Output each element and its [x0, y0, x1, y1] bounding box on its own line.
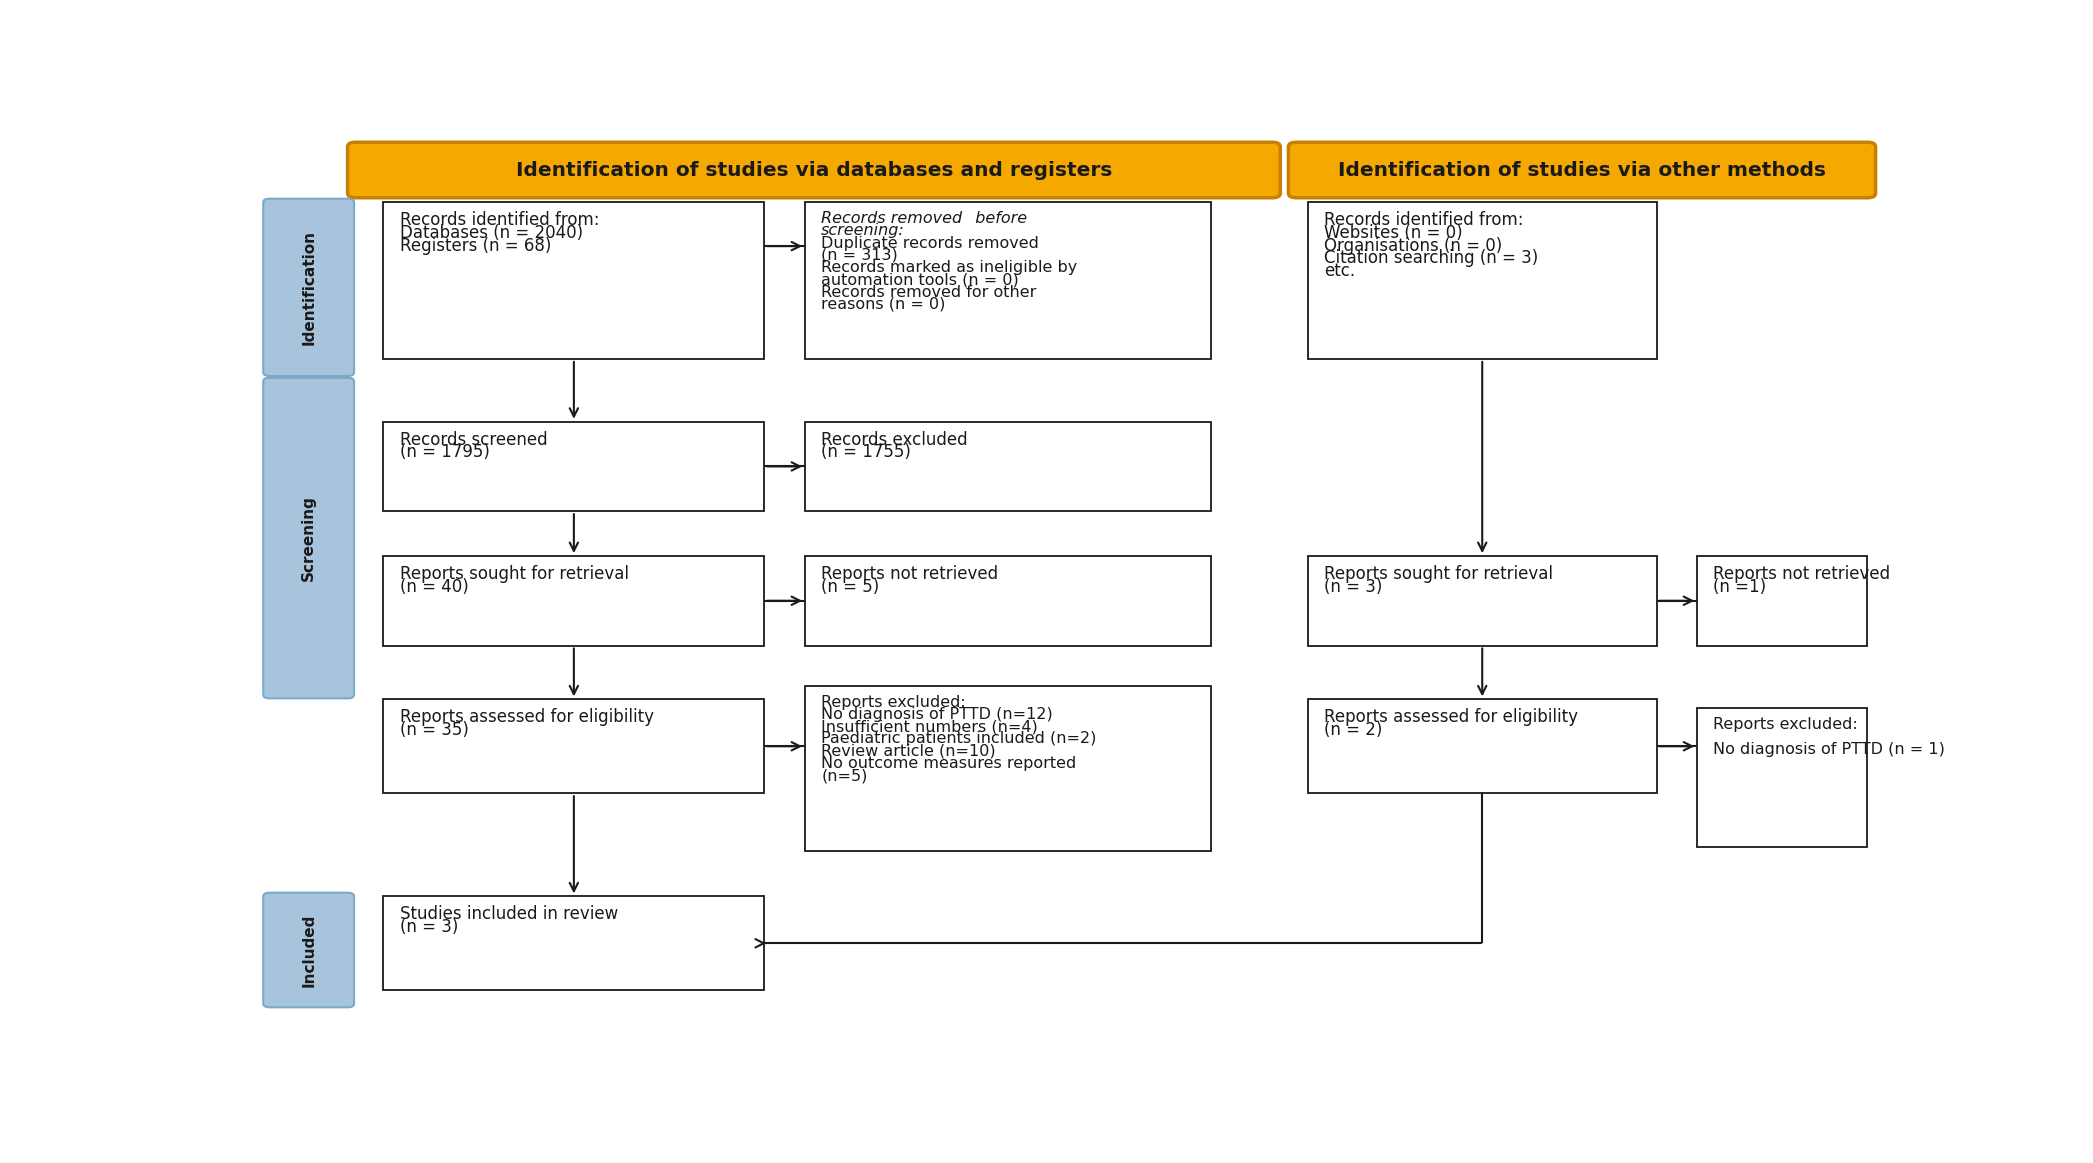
- Text: Databases (n = 2040): Databases (n = 2040): [400, 224, 582, 242]
- Text: Identification of studies via other methods: Identification of studies via other meth…: [1337, 160, 1825, 179]
- Text: Reports excluded:: Reports excluded:: [1714, 718, 1859, 733]
- Text: Screening: Screening: [301, 495, 316, 582]
- FancyBboxPatch shape: [383, 202, 764, 359]
- Text: (n = 5): (n = 5): [820, 578, 879, 595]
- Text: Records removed for other: Records removed for other: [820, 285, 1036, 300]
- Text: (n = 35): (n = 35): [400, 721, 469, 739]
- FancyBboxPatch shape: [383, 699, 764, 793]
- Text: Identification: Identification: [301, 230, 316, 344]
- FancyBboxPatch shape: [1289, 142, 1875, 198]
- Text: Records excluded: Records excluded: [820, 430, 967, 449]
- Text: (n = 2): (n = 2): [1325, 721, 1383, 739]
- Text: etc.: etc.: [1325, 262, 1354, 280]
- Text: (n = 40): (n = 40): [400, 578, 469, 595]
- Text: (n = 1755): (n = 1755): [820, 443, 910, 462]
- FancyBboxPatch shape: [1308, 202, 1658, 359]
- Text: Records removed  before: Records removed before: [820, 212, 1028, 226]
- Text: (n=5): (n=5): [820, 768, 869, 783]
- FancyBboxPatch shape: [383, 897, 764, 991]
- FancyBboxPatch shape: [383, 422, 764, 512]
- Text: Identification of studies via databases and registers: Identification of studies via databases …: [515, 160, 1111, 179]
- FancyBboxPatch shape: [806, 686, 1210, 851]
- Text: (n =1): (n =1): [1714, 578, 1766, 595]
- FancyBboxPatch shape: [806, 422, 1210, 512]
- FancyBboxPatch shape: [383, 556, 764, 645]
- Text: Citation searching (n = 3): Citation searching (n = 3): [1325, 249, 1538, 267]
- Text: Registers (n = 68): Registers (n = 68): [400, 237, 550, 255]
- FancyBboxPatch shape: [1697, 556, 1867, 645]
- FancyBboxPatch shape: [806, 556, 1210, 645]
- Text: Studies included in review: Studies included in review: [400, 905, 617, 923]
- Text: Records marked as ineligible by: Records marked as ineligible by: [820, 261, 1078, 276]
- Text: reasons (n = 0): reasons (n = 0): [820, 297, 946, 312]
- FancyBboxPatch shape: [806, 202, 1210, 359]
- Text: (n = 313): (n = 313): [820, 248, 898, 263]
- Text: (n = 3): (n = 3): [400, 918, 458, 936]
- Text: Insufficient numbers (n=4): Insufficient numbers (n=4): [820, 719, 1038, 734]
- Text: Paediatric patients included (n=2): Paediatric patients included (n=2): [820, 732, 1097, 747]
- Text: Reports sought for retrieval: Reports sought for retrieval: [400, 565, 628, 583]
- Text: Records identified from:: Records identified from:: [400, 212, 599, 229]
- Text: Reports not retrieved: Reports not retrieved: [820, 565, 998, 583]
- Text: screening:: screening:: [820, 223, 904, 238]
- Text: Organisations (n = 0): Organisations (n = 0): [1325, 237, 1503, 255]
- FancyBboxPatch shape: [264, 893, 354, 1007]
- Text: Records identified from:: Records identified from:: [1325, 212, 1524, 229]
- Text: Duplicate records removed: Duplicate records removed: [820, 236, 1038, 251]
- Text: Review article (n=10): Review article (n=10): [820, 743, 996, 758]
- Text: Reports excluded:: Reports excluded:: [820, 694, 967, 709]
- FancyBboxPatch shape: [1308, 699, 1658, 793]
- Text: (n = 3): (n = 3): [1325, 578, 1383, 595]
- Text: No diagnosis of PTTD (n=12): No diagnosis of PTTD (n=12): [820, 707, 1053, 722]
- Text: Websites (n = 0): Websites (n = 0): [1325, 224, 1463, 242]
- Text: No outcome measures reported: No outcome measures reported: [820, 756, 1076, 771]
- Text: Reports sought for retrieval: Reports sought for retrieval: [1325, 565, 1553, 583]
- Text: (n = 1795): (n = 1795): [400, 443, 490, 462]
- Text: Reports not retrieved: Reports not retrieved: [1714, 565, 1890, 583]
- FancyBboxPatch shape: [264, 199, 354, 376]
- Text: No diagnosis of PTTD (n = 1): No diagnosis of PTTD (n = 1): [1714, 742, 1944, 757]
- Text: Included: Included: [301, 913, 316, 986]
- Text: Records screened: Records screened: [400, 430, 546, 449]
- Text: automation tools (n = 0): automation tools (n = 0): [820, 272, 1019, 287]
- FancyBboxPatch shape: [264, 378, 354, 698]
- FancyBboxPatch shape: [1308, 556, 1658, 645]
- Text: Reports assessed for eligibility: Reports assessed for eligibility: [1325, 708, 1578, 726]
- FancyBboxPatch shape: [347, 142, 1281, 198]
- Text: Reports assessed for eligibility: Reports assessed for eligibility: [400, 708, 653, 726]
- FancyBboxPatch shape: [1697, 708, 1867, 847]
